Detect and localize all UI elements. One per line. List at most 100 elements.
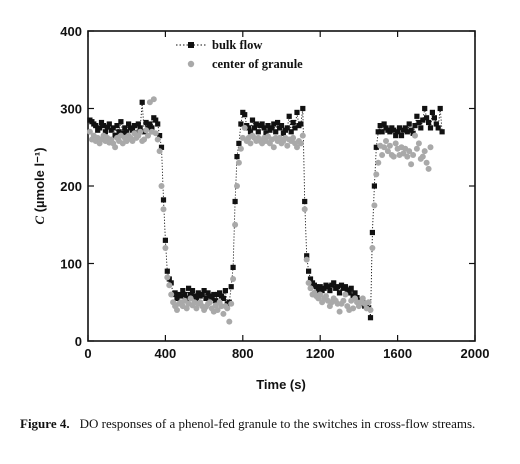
bulk-flow-point	[126, 121, 132, 127]
bulk-flow-point	[292, 125, 298, 131]
center-granule-point	[154, 136, 161, 143]
bulk-flow-point	[393, 133, 399, 139]
bulk-flow-point	[439, 129, 445, 135]
bulk-flow-point	[302, 198, 308, 205]
bulk-flow-point	[321, 285, 327, 291]
bulk-flow-point	[153, 117, 159, 123]
center-granule-point	[164, 274, 171, 281]
bulk-flow-point	[129, 127, 136, 133]
legend-center-marker	[187, 60, 195, 68]
bulk-flow-point	[275, 119, 281, 126]
plot-frame	[87, 30, 476, 342]
bulk-flow-point	[139, 99, 145, 105]
bulk-flow-point	[199, 291, 205, 298]
bulk-flow-point	[398, 133, 405, 139]
bulk-flow-point	[271, 121, 277, 127]
bulk-flow-point	[110, 125, 116, 131]
center-granule-point	[379, 152, 386, 158]
bulk-flow-point	[186, 285, 192, 291]
bulk-flow-point	[375, 129, 381, 135]
bulk-flow-point	[236, 140, 242, 146]
center-granule-point	[232, 221, 239, 228]
center-granule-point	[404, 153, 411, 160]
bulk-flow-point	[247, 129, 254, 135]
bulk-flow-point	[188, 291, 194, 298]
x-tick-label: 0	[84, 346, 91, 361]
center-granule-point	[369, 245, 376, 251]
center-granule-point	[365, 299, 372, 306]
bulk-flow-point	[315, 288, 321, 294]
bulk-flow-point	[201, 288, 207, 294]
bulk-flow-point	[220, 295, 226, 301]
center-granule-point	[162, 245, 169, 251]
bulk-flow-point	[255, 129, 261, 135]
bulk-flow-point	[424, 115, 430, 121]
bulk-flow-point	[162, 237, 168, 243]
bulk-flow-point	[273, 129, 279, 135]
center-granule-point	[359, 295, 366, 302]
legend-center-label: center of granule	[212, 57, 303, 71]
bulk-flow-point	[437, 105, 443, 112]
bulk-flow-point	[404, 129, 410, 135]
bulk-flow-point	[131, 123, 137, 129]
bulk-flow-point	[182, 291, 188, 298]
bulk-flow-point	[298, 121, 304, 127]
center-granule-point	[166, 282, 173, 289]
bulk-flow-point	[280, 130, 286, 136]
bulk-flow-point	[98, 119, 105, 126]
bulk-flow-point	[367, 315, 374, 321]
center-granule-point	[297, 140, 304, 147]
bulk-flow-point	[387, 129, 393, 135]
bulk-flow-point	[422, 105, 428, 112]
bulk-flow-point	[426, 119, 432, 126]
bulk-flow-point	[433, 121, 439, 127]
x-tick-label: 1600	[383, 346, 412, 361]
series-center-of-granule	[86, 96, 434, 325]
center-granule-point	[150, 96, 157, 103]
center-granule-point	[86, 128, 93, 135]
center-granule-point	[384, 148, 391, 155]
bulk-flow-point	[249, 117, 256, 123]
legend: bulk flow center of granule	[176, 38, 303, 71]
bulk-flow-point	[335, 284, 341, 290]
chart: 0 400 800 1200 1600 2000 0 100 200 300 400 bulk fl…	[32, 24, 489, 392]
bulk-flow-point	[278, 123, 285, 129]
center-granule-point	[145, 132, 151, 139]
bulk-flow-point	[288, 129, 294, 135]
center-granule-point	[421, 148, 428, 155]
bulk-flow-point	[116, 129, 122, 135]
center-granule-point	[137, 128, 144, 135]
center-granule-point	[427, 144, 434, 151]
bulk-flow-point	[211, 291, 217, 298]
y-tick-label: 100	[60, 257, 82, 272]
center-granule-point	[406, 148, 413, 155]
bulk-flow-point	[178, 293, 184, 299]
center-granule-point	[423, 159, 430, 166]
center-granule-point	[390, 153, 397, 160]
bulk-flow-point	[157, 133, 163, 139]
center-granule-point	[290, 134, 297, 141]
bulk-flow-point	[242, 112, 248, 118]
bulk-flow-point	[172, 290, 178, 296]
bulk-flow-point	[420, 117, 426, 123]
bulk-flow-point	[346, 290, 352, 296]
bulk-flow-point	[228, 284, 234, 290]
center-granule-point	[342, 291, 349, 298]
center-granule-point	[206, 299, 213, 306]
center-granule-point	[410, 152, 417, 158]
bulk-flow-point	[234, 154, 240, 160]
bulk-flow-point	[253, 121, 259, 127]
y-tick-label: 400	[60, 24, 82, 39]
caption-text: DO responses of a phenol-fed granule to …	[79, 416, 476, 431]
center-granule-point	[237, 145, 244, 152]
center-granule-point	[112, 144, 119, 151]
caption-label: Figure 4.	[20, 416, 70, 431]
center-granule-point	[323, 293, 329, 300]
y-label-unit: (µmole l⁻¹)	[32, 147, 47, 216]
bulk-flow-point	[222, 288, 228, 294]
bulk-flow-point	[97, 125, 103, 131]
bulk-flow-point	[344, 287, 350, 293]
center-granule-point	[350, 305, 357, 312]
bulk-flow-point	[304, 253, 310, 259]
center-granule-point	[340, 297, 347, 304]
